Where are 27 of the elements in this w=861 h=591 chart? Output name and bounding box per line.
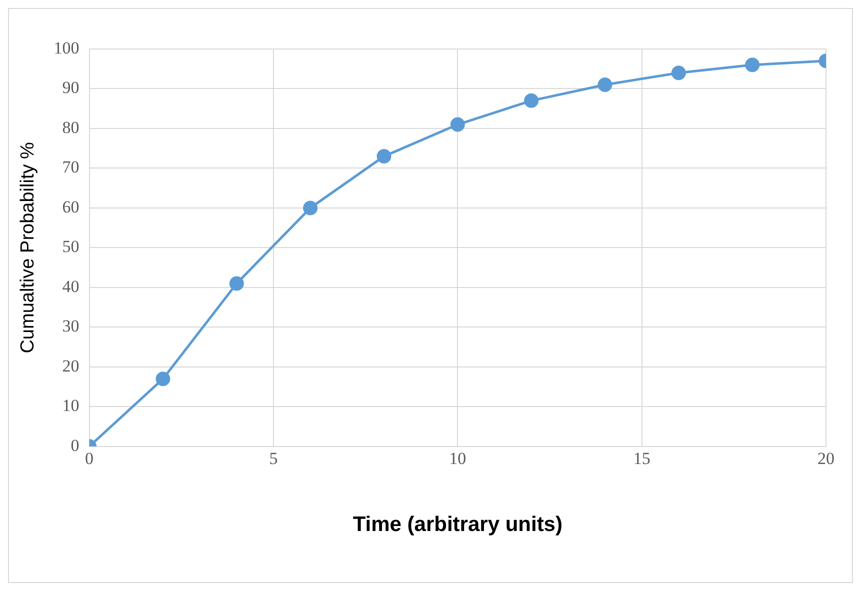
y-tick-label: 90 <box>62 78 80 98</box>
y-tick-label: 10 <box>62 396 80 416</box>
y-tick-label: 30 <box>62 316 80 336</box>
x-tick-label: 5 <box>269 449 278 468</box>
y-tick-label: 70 <box>62 158 80 177</box>
point <box>745 58 760 72</box>
y-tick-label: 20 <box>62 356 80 376</box>
y-tick-label: 0 <box>70 436 80 455</box>
point <box>450 117 465 132</box>
x-tick-label: 20 <box>818 449 834 468</box>
y-tick-label: 40 <box>62 276 80 296</box>
y-tick-label: 60 <box>62 197 80 216</box>
point <box>156 372 170 386</box>
y-tick-label: 80 <box>62 118 80 137</box>
y-tick-label: 100 <box>54 38 80 58</box>
x-tick-label: 0 <box>85 449 94 468</box>
x-tick-label: 10 <box>449 449 466 468</box>
y-axis-title: Cumualtive Probability % <box>18 142 39 354</box>
point <box>598 78 612 92</box>
x-tick-label: 15 <box>633 449 650 468</box>
point <box>671 66 686 80</box>
point <box>524 93 539 108</box>
point <box>376 149 392 164</box>
y-tick-label: 50 <box>62 237 80 256</box>
x-axis-title: Time (arbitrary units) <box>352 513 562 536</box>
point <box>229 276 244 291</box>
point <box>303 200 318 216</box>
